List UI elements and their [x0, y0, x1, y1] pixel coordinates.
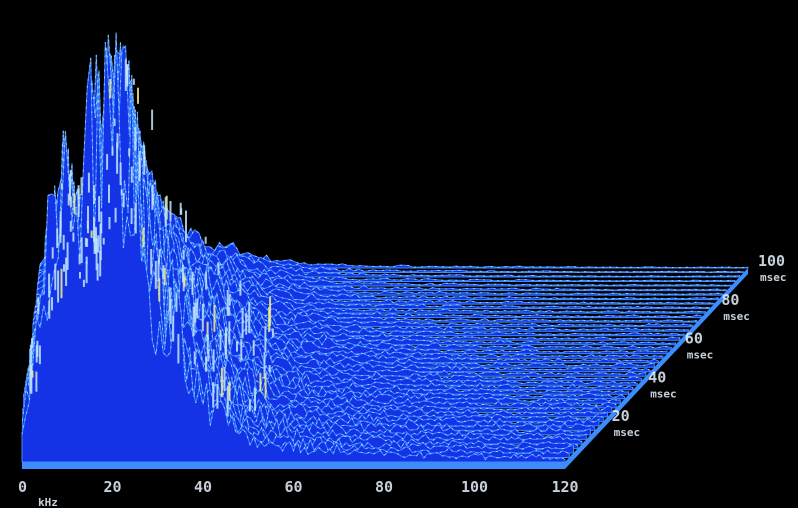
- x-unit-label: kHz: [38, 496, 58, 508]
- depth-tick-value: 60: [685, 330, 703, 348]
- spectrum-slice-crest: [38, 206, 736, 282]
- depth-tick-unit: msec: [687, 349, 714, 362]
- depth-tick-value: 40: [648, 368, 666, 386]
- spectrum-slice-crest: [37, 208, 732, 287]
- spectrum-slice-crest: [27, 114, 629, 393]
- depth-tick-value: 80: [721, 291, 739, 309]
- spectrum-slice-crest: [29, 140, 646, 376]
- depth-tick-value: 100: [758, 252, 785, 270]
- right-edge-plane: [565, 268, 748, 469]
- spectrum-slice-crest: [26, 72, 612, 411]
- spectrum-slice-crest: [34, 204, 697, 322]
- spectrum-slice-crest: [34, 203, 689, 331]
- spectrum-slice-crest: [30, 144, 651, 371]
- spectrum-slice-crest: [28, 129, 634, 389]
- spectrum-slice-crest: [37, 209, 727, 291]
- depth-tick-value: 20: [612, 407, 630, 425]
- spectrum-slice-crest: [23, 42, 583, 443]
- baseline-bar: [22, 462, 565, 469]
- x-tick-label: 60: [285, 478, 303, 496]
- spectrum-slice: [21, 32, 566, 463]
- spectrum-slice-crest: [35, 194, 706, 313]
- x-tick-label: 100: [461, 478, 488, 496]
- depth-tick-unit: msec: [760, 271, 787, 284]
- x-tick-label: 80: [375, 478, 393, 496]
- spectrum-slice-crest: [25, 109, 608, 416]
- x-axis-ticks: 0 20 40 60 80 100 120 kHz: [18, 478, 579, 508]
- spectrum-slice-crest: [39, 208, 749, 269]
- depth-tick-unit: msec: [614, 426, 641, 439]
- x-tick-label: 40: [194, 478, 212, 496]
- x-tick-label: 20: [104, 478, 122, 496]
- x-axis-baseline: [22, 268, 748, 469]
- spectrum-slice-crest: [39, 214, 740, 278]
- depth-tick-unit: msec: [723, 310, 750, 323]
- depth-tick-unit: msec: [650, 387, 677, 400]
- x-tick-label: 120: [552, 478, 579, 496]
- spectrum-slices: [21, 32, 749, 463]
- x-tick-label: 0: [18, 478, 27, 496]
